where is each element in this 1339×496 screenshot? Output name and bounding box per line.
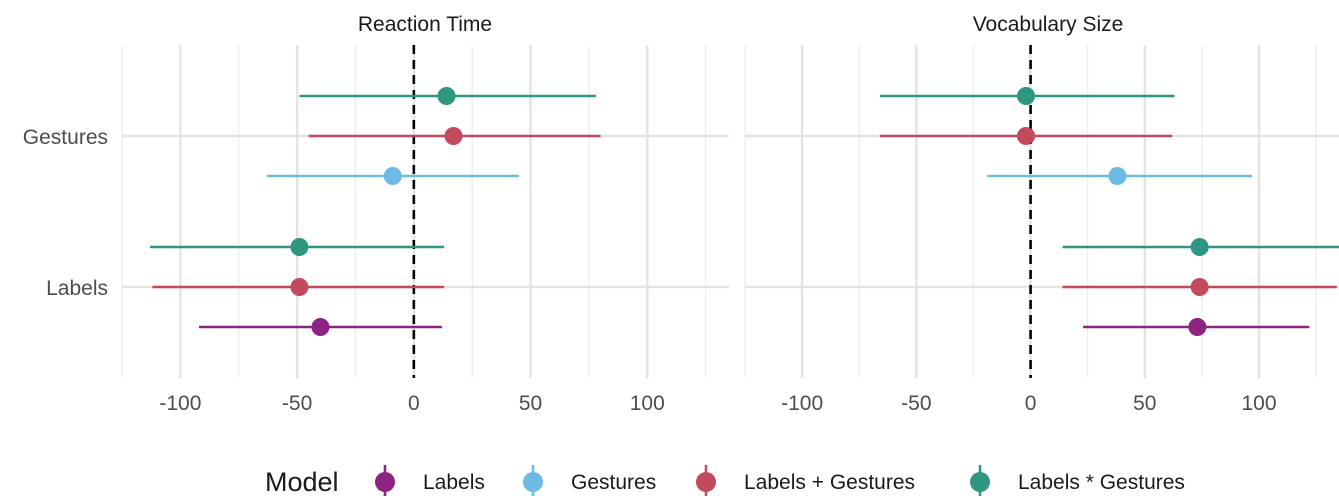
panel-vocabulary-size: Vocabulary Size -100 -50 0 50 100 [744, 13, 1339, 415]
estimate-point [1190, 238, 1209, 256]
x-tick-label: 50 [1133, 392, 1156, 415]
legend-key-point [970, 472, 990, 492]
panel-title: Reaction Time [358, 13, 492, 36]
legend-entry: Labels + Gestures [696, 465, 915, 496]
estimate-point [1017, 87, 1036, 105]
y-category-label: Gestures [23, 126, 108, 149]
legend-key-point [696, 472, 716, 492]
estimate-point [444, 127, 463, 145]
legend-key-point [523, 472, 543, 492]
estimate-point [1017, 127, 1036, 145]
legend-label: Labels [423, 471, 485, 494]
estimate-point [383, 167, 402, 185]
legend-key-point [375, 472, 395, 492]
x-tick-label: -50 [282, 392, 312, 415]
estimate-point [311, 318, 330, 336]
legend-label: Labels + Gestures [744, 471, 915, 494]
estimate-point [1190, 278, 1209, 296]
x-tick-label: -100 [781, 392, 823, 415]
panel-reaction-time: Reaction Time -100 -50 0 50 100 [121, 13, 729, 415]
legend-entry: Labels [375, 465, 485, 496]
legend-title: Model [265, 467, 339, 496]
estimate-point [1188, 318, 1207, 336]
legend-entry: Gestures [523, 465, 656, 496]
x-tick-label: 100 [1242, 392, 1277, 415]
x-tick-label: -100 [159, 392, 201, 415]
panel-title: Vocabulary Size [973, 13, 1124, 36]
estimate-point [437, 87, 456, 105]
legend-label: Labels * Gestures [1018, 471, 1185, 494]
y-category-label: Labels [46, 277, 108, 300]
legend: Model Labels Gestures Labels + Gestures Labe… [265, 465, 1185, 496]
y-axis-labels: Gestures Labels [23, 126, 108, 300]
x-tick-label: 0 [408, 392, 420, 415]
legend-label: Gestures [571, 471, 656, 494]
estimate-point [290, 238, 309, 256]
x-tick-label: 100 [630, 392, 665, 415]
x-tick-label: 0 [1025, 392, 1037, 415]
estimate-point [290, 278, 309, 296]
x-tick-label: 50 [519, 392, 542, 415]
legend-entry: Labels * Gestures [970, 465, 1185, 496]
x-tick-label: -50 [901, 392, 931, 415]
estimate-point [1108, 167, 1127, 185]
